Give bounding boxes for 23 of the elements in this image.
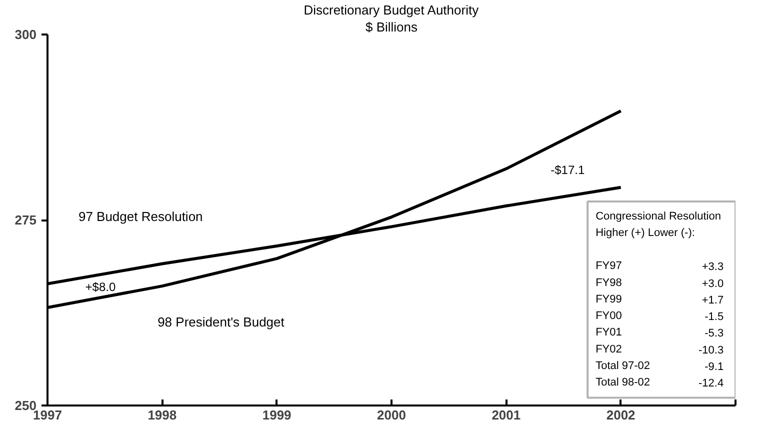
text: FY98 +3.0 bbox=[596, 276, 724, 290]
text: Total 98-02 -12.4 bbox=[596, 376, 724, 390]
text: FY97 +3.3 bbox=[596, 260, 724, 274]
x-tick-label: 2000 bbox=[377, 408, 406, 422]
x-tick-label: 1999 bbox=[262, 408, 292, 422]
annotation: +$8.0 bbox=[85, 280, 116, 294]
x-tick-label: 1998 bbox=[148, 408, 177, 422]
annotation: -$17.1 bbox=[550, 162, 585, 177]
text: FY01 -5.3 bbox=[596, 326, 724, 340]
chart-title: Discretionary Budget Authority bbox=[304, 2, 480, 18]
y-tick-label: 275 bbox=[14, 212, 37, 228]
annotation: Congressional Resolution bbox=[596, 210, 721, 222]
text: 98 President's Budget bbox=[158, 314, 285, 330]
y-tick-label: 300 bbox=[14, 27, 37, 42]
text: FY99 +1.7 bbox=[596, 293, 724, 306]
text: Total 97-02 -9.1 bbox=[596, 360, 724, 373]
chart-subtitle: $ Billions bbox=[365, 20, 418, 34]
text: 97 Budget Resolution bbox=[78, 208, 203, 224]
annotation: Higher (+) Lower (-): bbox=[596, 226, 695, 239]
text: FY02 -10.3 bbox=[596, 343, 724, 356]
x-tick-label: 2002 bbox=[606, 408, 636, 422]
text: FY00 -1.5 bbox=[596, 310, 724, 324]
x-tick-label: 2001 bbox=[492, 408, 521, 422]
